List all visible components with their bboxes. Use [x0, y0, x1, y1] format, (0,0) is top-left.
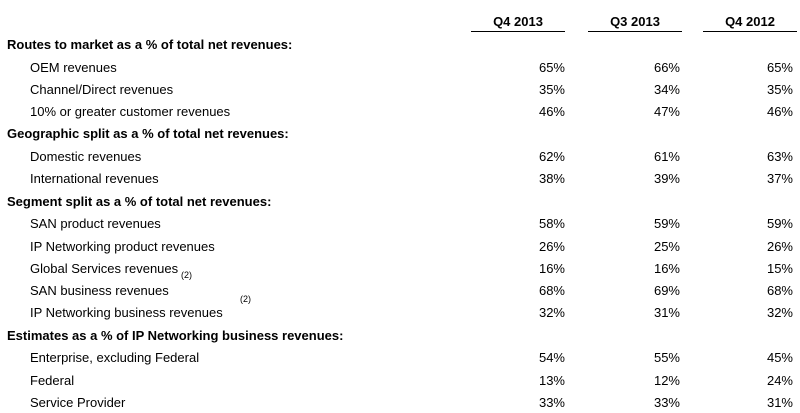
section-header-row: Segment split as a % of total net revenu…	[0, 192, 800, 212]
table-row: Domestic revenues 62% 61% 63%	[0, 147, 800, 167]
section-title-routes-to-market: Routes to market as a % of total net rev…	[7, 37, 293, 52]
table-row: Service Provider 33% 33% 31%	[0, 393, 800, 413]
cell-q4-2013: 16%	[538, 261, 565, 276]
column-header-q4-2013: Q4 2013	[471, 13, 565, 32]
section-header-row: Estimates as a % of IP Networking busine…	[0, 326, 800, 346]
cell-q3-2013: 69%	[653, 283, 680, 298]
row-label: Enterprise, excluding Federal	[30, 350, 200, 365]
table-row: Enterprise, excluding Federal 54% 55% 45…	[0, 348, 800, 368]
cell-q4-2012: 37%	[766, 171, 793, 186]
cell-q4-2013: 62%	[538, 149, 565, 164]
cell-q3-2013: 39%	[653, 171, 680, 186]
cell-q3-2013: 12%	[653, 373, 680, 388]
table-row: IP Networking product revenues 26% 25% 2…	[0, 237, 800, 257]
cell-q4-2012: 63%	[766, 149, 793, 164]
cell-q4-2013: 32%	[538, 305, 565, 320]
row-label: Channel/Direct revenues	[30, 82, 174, 97]
cell-q3-2013: 16%	[653, 261, 680, 276]
table-row: SAN product revenues 58% 59% 59%	[0, 214, 800, 234]
cell-q4-2013: 26%	[538, 239, 565, 254]
cell-q4-2013: 33%	[538, 395, 565, 410]
row-label: IP Networking business revenues	[30, 305, 223, 320]
table-row: International revenues 38% 39% 37%	[0, 169, 800, 189]
section-title-geographic-split: Geographic split as a % of total net rev…	[7, 126, 289, 141]
cell-q4-2012: 15%	[766, 261, 793, 276]
cell-q4-2012: 68%	[766, 283, 793, 298]
row-label: SAN business revenues	[30, 283, 169, 298]
cell-q4-2012: 59%	[766, 216, 793, 231]
footnote-marker: (2)	[181, 270, 192, 280]
cell-q4-2013: 35%	[538, 82, 565, 97]
column-header-q3-2013: Q3 2013	[588, 13, 682, 32]
cell-q3-2013: 31%	[653, 305, 680, 320]
cell-q4-2013: 46%	[538, 104, 565, 119]
table-row: SAN business revenues 68% 69% 68%	[0, 281, 800, 301]
section-header-row: Geographic split as a % of total net rev…	[0, 124, 800, 144]
cell-q4-2012: 35%	[766, 82, 793, 97]
cell-q4-2013: 54%	[538, 350, 565, 365]
footnote-marker: (2)	[240, 294, 251, 304]
cell-q3-2013: 34%	[653, 82, 680, 97]
cell-q3-2013: 47%	[653, 104, 680, 119]
row-label: Global Services revenues	[30, 261, 179, 276]
row-label: IP Networking product revenues	[30, 239, 215, 254]
cell-q4-2012: 45%	[766, 350, 793, 365]
cell-q4-2013: 65%	[538, 60, 565, 75]
cell-q4-2013: 68%	[538, 283, 565, 298]
row-label: OEM revenues	[30, 60, 117, 75]
cell-q4-2012: 24%	[766, 373, 793, 388]
cell-q4-2013: 13%	[538, 373, 565, 388]
cell-q3-2013: 55%	[653, 350, 680, 365]
cell-q3-2013: 33%	[653, 395, 680, 410]
table-row: 10% or greater customer revenues 46% 47%…	[0, 102, 800, 122]
row-label: 10% or greater customer revenues	[30, 104, 231, 119]
row-label: Domestic revenues	[30, 149, 142, 164]
table-row: Channel/Direct revenues 35% 34% 35%	[0, 80, 800, 100]
table-row: OEM revenues 65% 66% 65%	[0, 58, 800, 78]
row-label: Service Provider	[30, 395, 126, 410]
cell-q4-2012: 32%	[766, 305, 793, 320]
section-title-segment-split: Segment split as a % of total net revenu…	[7, 194, 272, 209]
cell-q4-2013: 38%	[538, 171, 565, 186]
row-label: International revenues	[30, 171, 159, 186]
cell-q3-2013: 66%	[653, 60, 680, 75]
table-row: IP Networking business revenues (2) 32% …	[0, 295, 800, 323]
cell-q3-2013: 59%	[653, 216, 680, 231]
row-label: Federal	[30, 373, 75, 388]
cell-q4-2013: 58%	[538, 216, 565, 231]
section-title-estimates: Estimates as a % of IP Networking busine…	[7, 328, 344, 343]
cell-q4-2012: 46%	[766, 104, 793, 119]
cell-q3-2013: 25%	[653, 239, 680, 254]
column-header-q4-2012: Q4 2012	[703, 13, 797, 32]
table-row: Federal 13% 12% 24%	[0, 371, 800, 391]
cell-q4-2012: 65%	[766, 60, 793, 75]
cell-q4-2012: 26%	[766, 239, 793, 254]
row-label: SAN product revenues	[30, 216, 161, 231]
cell-q3-2013: 61%	[653, 149, 680, 164]
section-header-row: Routes to market as a % of total net rev…	[0, 35, 800, 55]
cell-q4-2012: 31%	[766, 395, 793, 410]
table-row: Global Services revenues (2) 16% 16% 15%	[0, 259, 800, 280]
